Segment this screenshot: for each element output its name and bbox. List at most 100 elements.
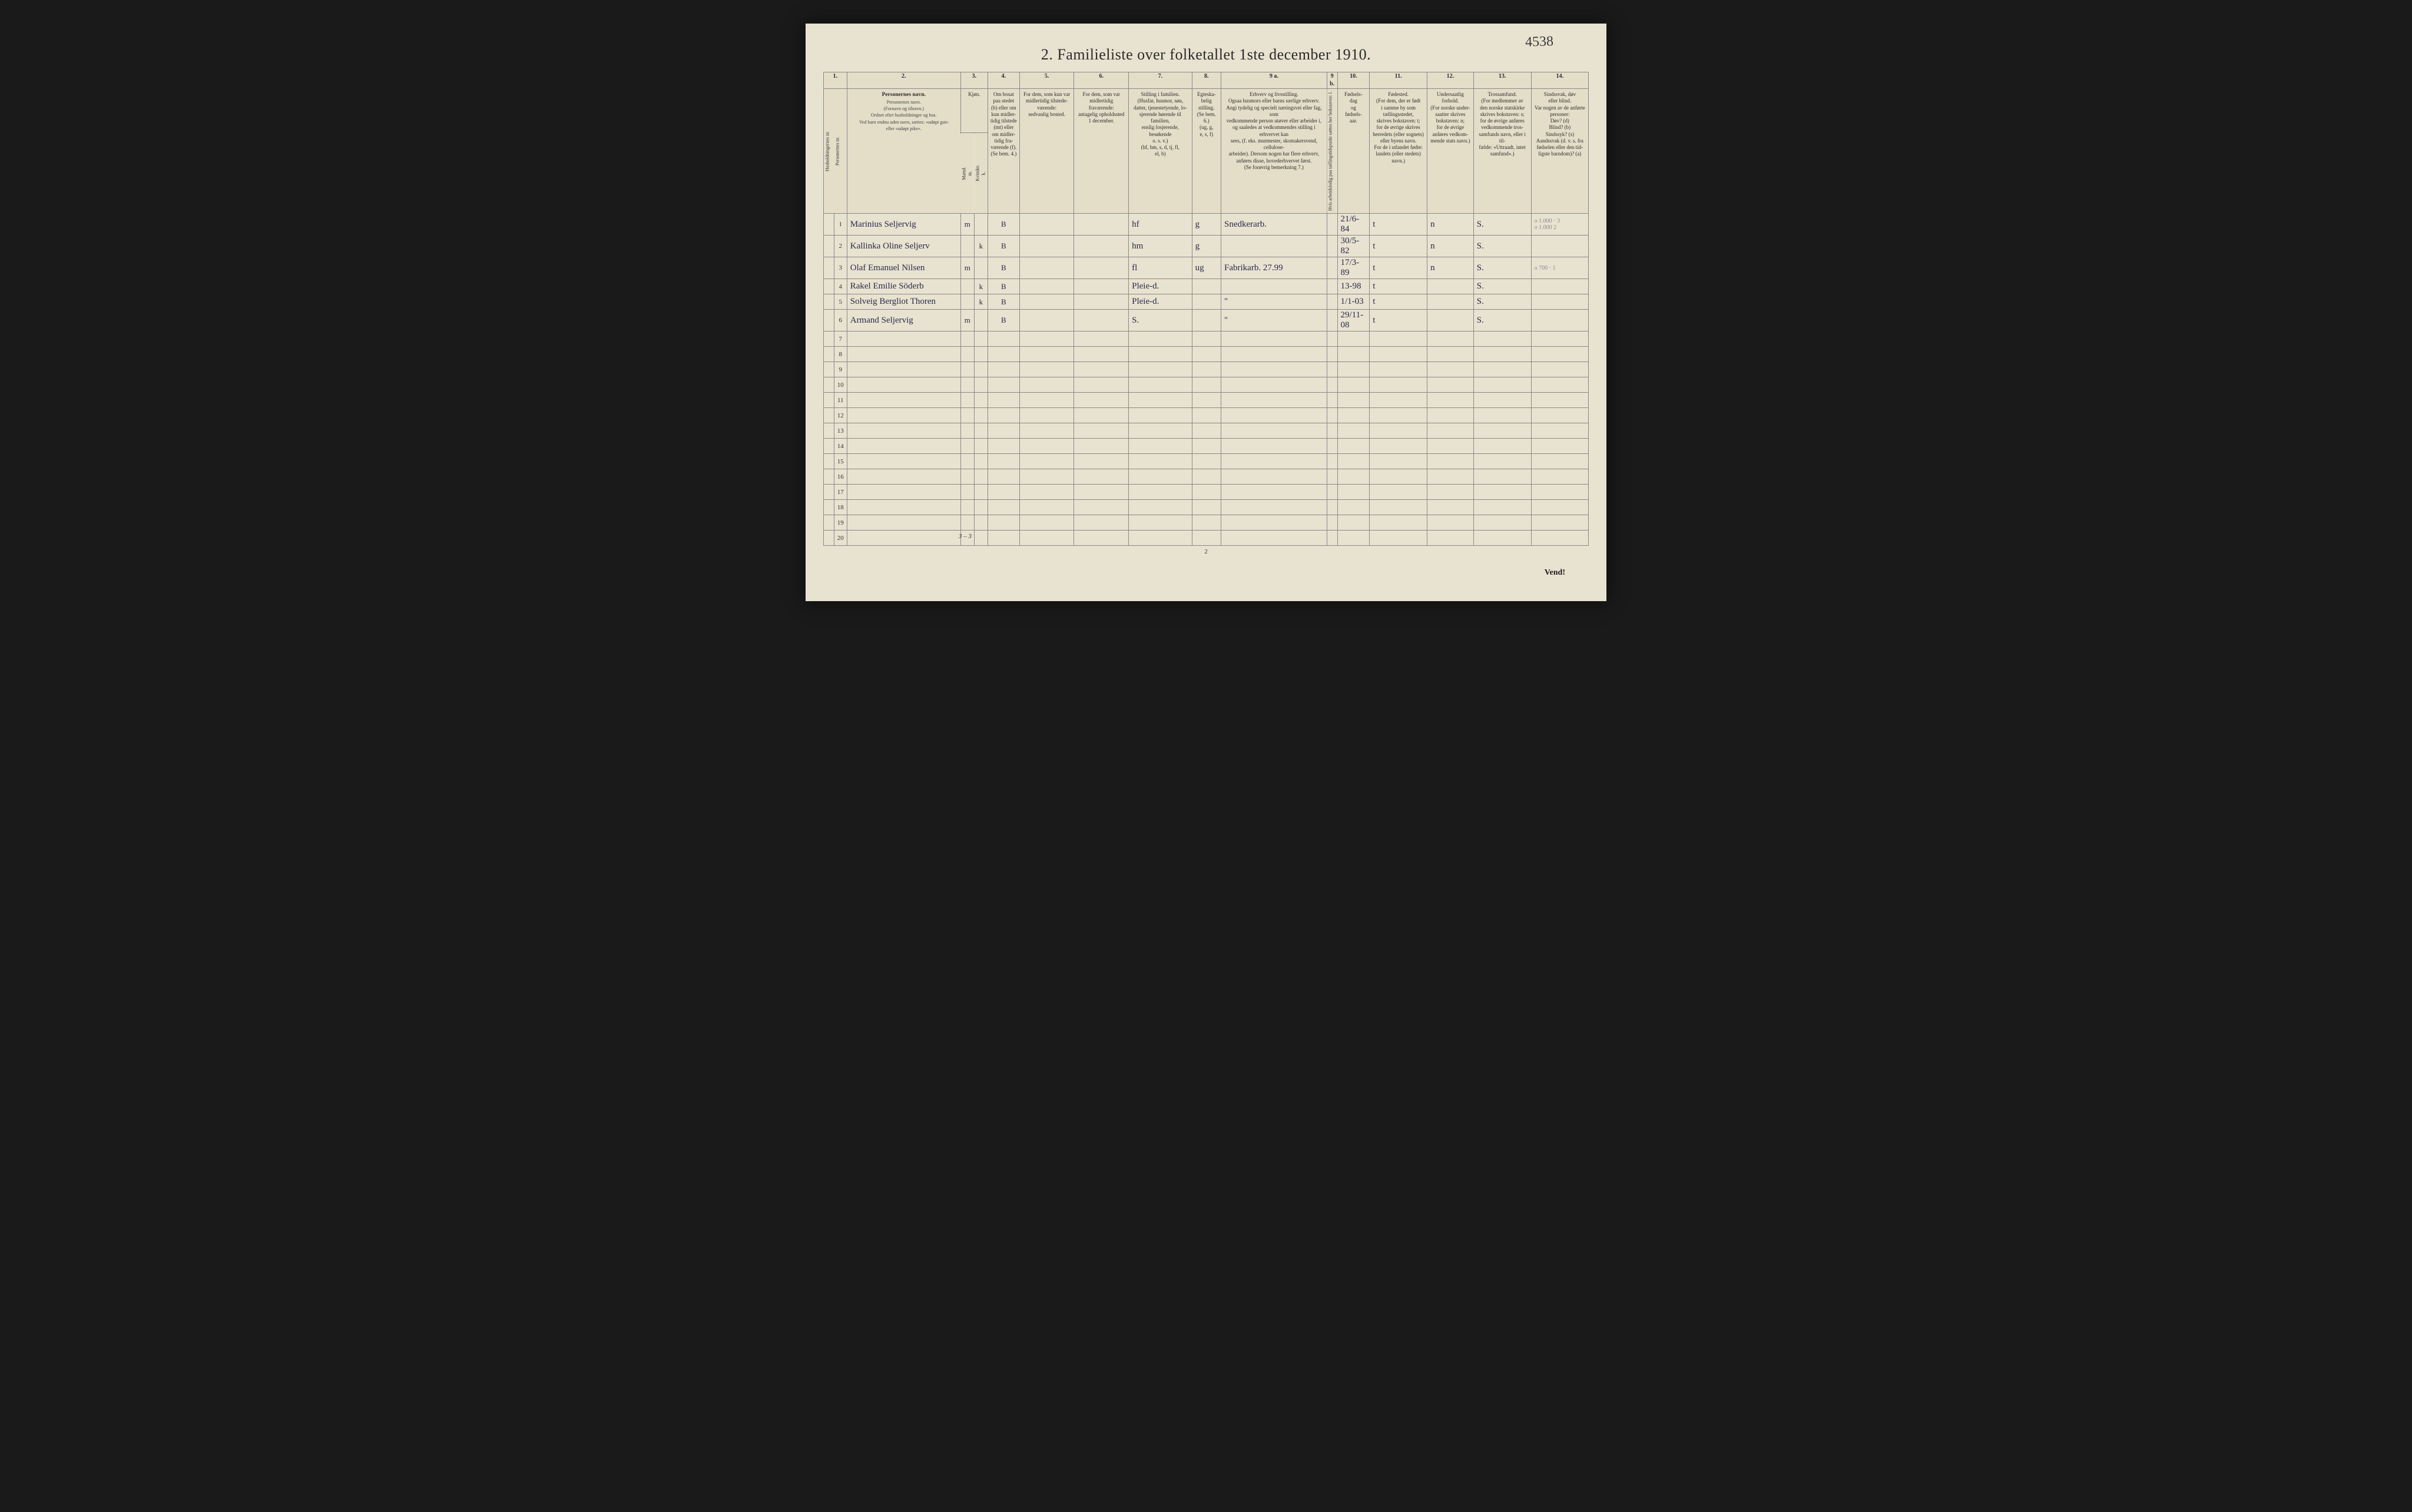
cell-trossamfund: S. (1473, 257, 1531, 279)
cell-empty (1531, 362, 1588, 377)
cell-fodested: t (1370, 279, 1427, 294)
cell-undersaat (1427, 294, 1474, 310)
cell-sex-k (974, 310, 988, 331)
cell-midl-fravar (1074, 279, 1129, 294)
cell-empty (1129, 362, 1192, 377)
cell-hushold-nr (824, 454, 834, 469)
cell-erhverv: " (1221, 310, 1327, 331)
cell-bosat: B (988, 279, 1019, 294)
cell-person-nr: 10 (834, 377, 847, 393)
cell-empty (1337, 423, 1370, 439)
cell-empty (1473, 347, 1531, 362)
table-row: 1Marinius SeljervigmBhfgSnedkerarb.21/6-… (824, 214, 1589, 236)
table-row-empty: 10 (824, 377, 1589, 393)
cell-empty (1129, 530, 1192, 546)
cell-empty (847, 331, 960, 347)
table-row-empty: 16 (824, 469, 1589, 485)
cell-trossamfund: S. (1473, 236, 1531, 257)
cell-empty (1074, 530, 1129, 546)
cell-empty (1129, 439, 1192, 454)
cell-midl-fravar (1074, 214, 1129, 236)
colnum-12: 12. (1427, 72, 1474, 89)
table-row-empty: 9 (824, 362, 1589, 377)
cell-empty (1192, 362, 1221, 377)
cell-empty (1337, 485, 1370, 500)
colnum-9b: 9 b. (1327, 72, 1337, 89)
cell-fodsel: 17/3-89 (1337, 257, 1370, 279)
hdr-midl-tilstede: For dem, som kun var midlertidig tilsted… (1019, 89, 1074, 214)
hdr-sindssvak: Sindssvak, døv eller blind. Var nogen av… (1531, 89, 1588, 214)
cell-empty (1327, 362, 1337, 377)
cell-name: Armand Seljervig (847, 310, 960, 331)
cell-empty (1531, 439, 1588, 454)
hdr-husholdning-nr: Husholdningernes nr. (824, 89, 834, 214)
cell-empty (1327, 469, 1337, 485)
cell-empty (1019, 331, 1074, 347)
cell-empty (1129, 469, 1192, 485)
cell-empty (1370, 530, 1427, 546)
cell-empty (1221, 331, 1327, 347)
cell-erhverv (1221, 236, 1327, 257)
cell-empty (1337, 454, 1370, 469)
cell-erhverv: Snedkerarb. (1221, 214, 1327, 236)
document-title: 2. Familieliste over folketallet 1ste de… (823, 46, 1589, 64)
cell-midl-fravar (1074, 257, 1129, 279)
cell-empty (1531, 393, 1588, 408)
cell-empty (1531, 485, 1588, 500)
cell-empty (960, 454, 974, 469)
cell-empty (974, 408, 988, 423)
cell-empty (960, 469, 974, 485)
cell-empty (1531, 377, 1588, 393)
cell-sex-k (974, 214, 988, 236)
cell-empty (1327, 347, 1337, 362)
cell-name: Rakel Emilie Söderb (847, 279, 960, 294)
cell-empty (1074, 515, 1129, 530)
colnum-8: 8. (1192, 72, 1221, 89)
cell-sex-k: k (974, 236, 988, 257)
cell-empty (1427, 439, 1474, 454)
hdr-fodsel: Fødsels- dag og fødsels- aar. (1337, 89, 1370, 214)
cell-hushold-nr (824, 485, 834, 500)
cell-sindssvak (1531, 310, 1588, 331)
table-row-empty: 7 (824, 331, 1589, 347)
cell-trossamfund: S. (1473, 279, 1531, 294)
cell-empty (988, 500, 1019, 515)
cell-empty (1473, 393, 1531, 408)
cell-empty (960, 439, 974, 454)
cell-sex-k (974, 257, 988, 279)
cell-empty (1531, 530, 1588, 546)
cell-empty (1427, 377, 1474, 393)
cell-fodsel: 29/11-08 (1337, 310, 1370, 331)
cell-empty (1327, 393, 1337, 408)
cell-empty (960, 393, 974, 408)
cell-empty (1129, 454, 1192, 469)
table-row-empty: 17 (824, 485, 1589, 500)
cell-person-nr: 15 (834, 454, 847, 469)
cell-empty (988, 454, 1019, 469)
cell-empty (1427, 423, 1474, 439)
table-row: 3Olaf Emanuel NilsenmBflugFabrikarb. 27.… (824, 257, 1589, 279)
cell-famstilling: Pleie-d. (1129, 279, 1192, 294)
cell-empty (974, 331, 988, 347)
cell-empty (1129, 331, 1192, 347)
cell-empty (1019, 500, 1074, 515)
cell-sex-m: m (960, 257, 974, 279)
cell-arbeidsledig (1327, 214, 1337, 236)
colnum-6: 6. (1074, 72, 1129, 89)
cell-sex-m: m (960, 214, 974, 236)
cell-arbeidsledig (1327, 257, 1337, 279)
cell-empty (1221, 454, 1327, 469)
cell-empty (1192, 500, 1221, 515)
cell-empty (1019, 347, 1074, 362)
hdr-egteskab: Egteska- belig stilling. (Se bem. 6.) (u… (1192, 89, 1221, 214)
cell-fodested: t (1370, 236, 1427, 257)
cell-empty (1221, 485, 1327, 500)
hdr-fodested: Fødested. (For dem, der er født i samme … (1370, 89, 1427, 214)
cell-empty (1370, 331, 1427, 347)
cell-empty (1427, 515, 1474, 530)
cell-empty (988, 377, 1019, 393)
cell-empty (960, 331, 974, 347)
cell-empty (974, 485, 988, 500)
cell-empty (1473, 377, 1531, 393)
cell-empty (847, 408, 960, 423)
